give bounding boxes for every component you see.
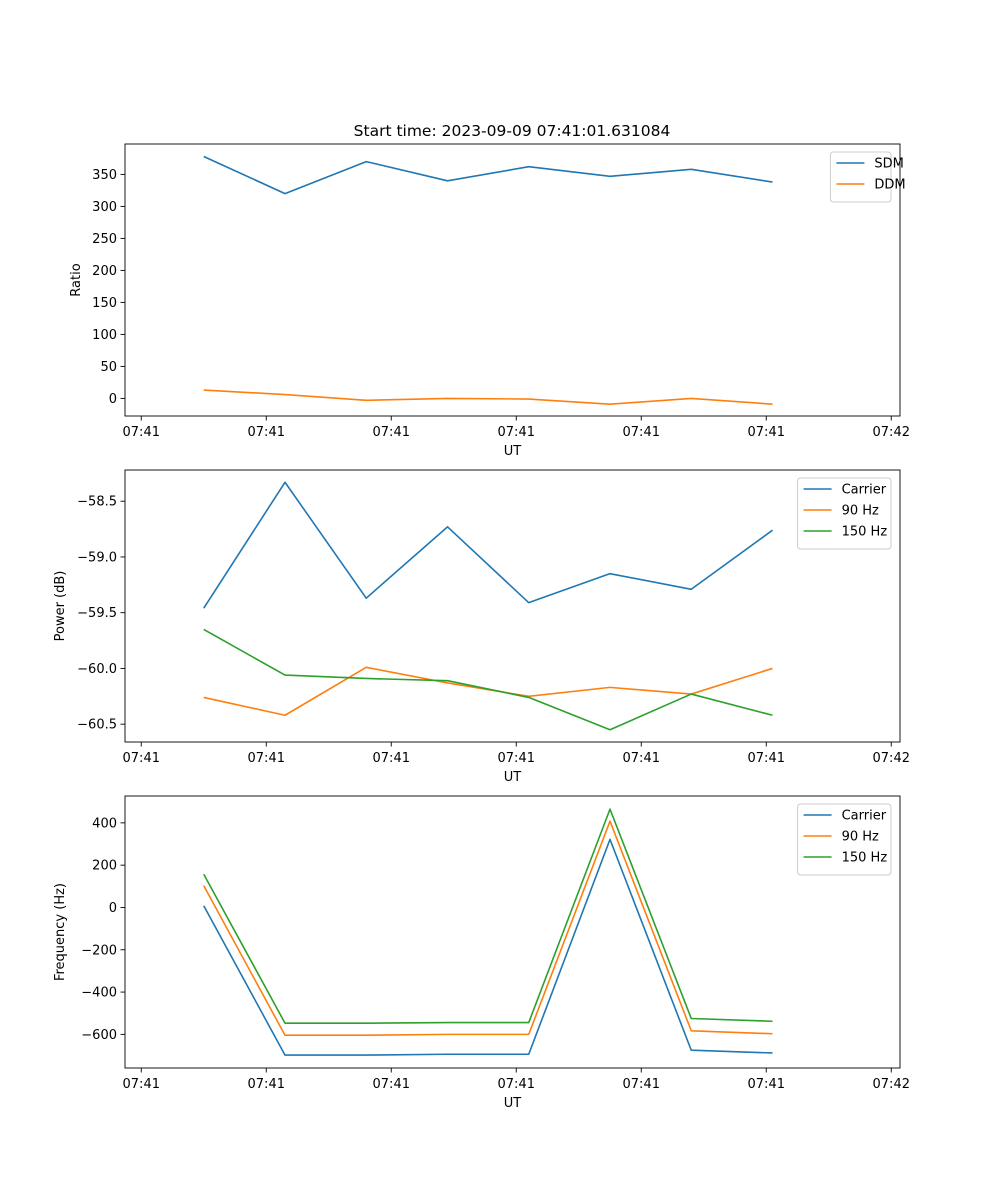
x-axis-label: UT <box>504 770 522 785</box>
x-tick-label: 07:41 <box>748 425 785 440</box>
legend-label: 90 Hz <box>842 830 879 845</box>
x-axis-label: UT <box>504 1096 522 1111</box>
x-tick-label: 07:42 <box>873 751 910 766</box>
axes-frame <box>124 143 901 417</box>
series-line-150-hz <box>203 628 773 731</box>
y-tick-label: −58.5 <box>77 495 117 510</box>
y-tick-label: −59.5 <box>77 606 117 621</box>
legend-label: 90 Hz <box>842 504 879 519</box>
series-line-150-hz <box>203 808 773 1024</box>
x-tick-label: 07:41 <box>623 751 660 766</box>
x-tick-label: 07:42 <box>873 425 910 440</box>
y-axis-label: Frequency (Hz) <box>53 883 68 981</box>
x-tick-label: 07:41 <box>623 1077 660 1092</box>
y-tick-label: −60.5 <box>77 718 117 733</box>
legend: Carrier 90 Hz 150 Hz <box>797 477 892 550</box>
series-line-ddm <box>203 389 773 405</box>
y-tick-label: 0 <box>109 392 117 407</box>
y-tick-label: −59.0 <box>77 550 117 565</box>
legend: Carrier 90 Hz 150 Hz <box>797 803 892 876</box>
figure-title: Start time: 2023-09-09 07:41:01.631084 <box>354 122 671 140</box>
y-tick-label: 200 <box>92 264 117 279</box>
x-tick-label: 07:41 <box>123 425 160 440</box>
series-line-carrier <box>203 481 773 609</box>
panel-1: 07:41 07:41 07:41 07:41 07:41 07:41 07:42 0 50 10… <box>69 143 910 459</box>
legend-label: Carrier <box>842 483 887 498</box>
x-tick-label: 07:41 <box>623 425 660 440</box>
series-line-carrier <box>203 838 773 1056</box>
x-tick-label: 07:41 <box>498 751 535 766</box>
x-tick-label: 07:41 <box>748 751 785 766</box>
y-tick-label: 350 <box>92 168 117 183</box>
y-tick-label: −200 <box>81 943 117 958</box>
panel-2: 07:41 07:41 07:41 07:41 07:41 07:41 07:42 −60.5… <box>53 469 910 785</box>
legend-label: SDM <box>874 157 903 172</box>
x-tick-label: 07:41 <box>248 425 285 440</box>
y-tick-label: 400 <box>92 816 117 831</box>
y-tick-label: −400 <box>81 986 117 1001</box>
y-tick-label: 200 <box>92 859 117 874</box>
legend-label: Carrier <box>842 809 887 824</box>
legend-label: 150 Hz <box>842 525 888 540</box>
x-tick-label: 07:41 <box>373 751 410 766</box>
panel-3: 07:41 07:41 07:41 07:41 07:41 07:41 07:42 −600 −… <box>53 795 910 1111</box>
x-tick-label: 07:42 <box>873 1077 910 1092</box>
axes-frame <box>124 795 901 1069</box>
x-tick-label: 07:41 <box>748 1077 785 1092</box>
y-tick-label: 0 <box>109 901 117 916</box>
y-tick-label: 50 <box>100 360 117 375</box>
series-line-90-hz <box>203 820 773 1037</box>
x-tick-label: 07:41 <box>373 1077 410 1092</box>
x-tick-label: 07:41 <box>248 751 285 766</box>
x-tick-label: 07:41 <box>123 1077 160 1092</box>
y-tick-label: 300 <box>92 200 117 215</box>
legend-label: 150 Hz <box>842 851 888 866</box>
y-tick-label: −60.0 <box>77 662 117 677</box>
legend-label: DDM <box>874 178 905 193</box>
y-axis-label: Power (dB) <box>53 571 68 642</box>
y-tick-label: 150 <box>92 296 117 311</box>
y-tick-label: 250 <box>92 232 117 247</box>
x-tick-label: 07:41 <box>248 1077 285 1092</box>
legend-box <box>829 151 892 203</box>
y-tick-label: −600 <box>81 1028 117 1043</box>
x-tick-label: 07:41 <box>123 751 160 766</box>
series-line-sdm <box>203 155 773 195</box>
axes-frame <box>124 469 901 743</box>
x-tick-label: 07:41 <box>498 425 535 440</box>
y-tick-label: 100 <box>92 328 117 343</box>
x-tick-label: 07:41 <box>498 1077 535 1092</box>
legend: SDM DDM <box>829 151 906 203</box>
x-tick-label: 07:41 <box>373 425 410 440</box>
y-axis-label: Ratio <box>69 263 84 296</box>
x-axis-label: UT <box>504 444 522 459</box>
